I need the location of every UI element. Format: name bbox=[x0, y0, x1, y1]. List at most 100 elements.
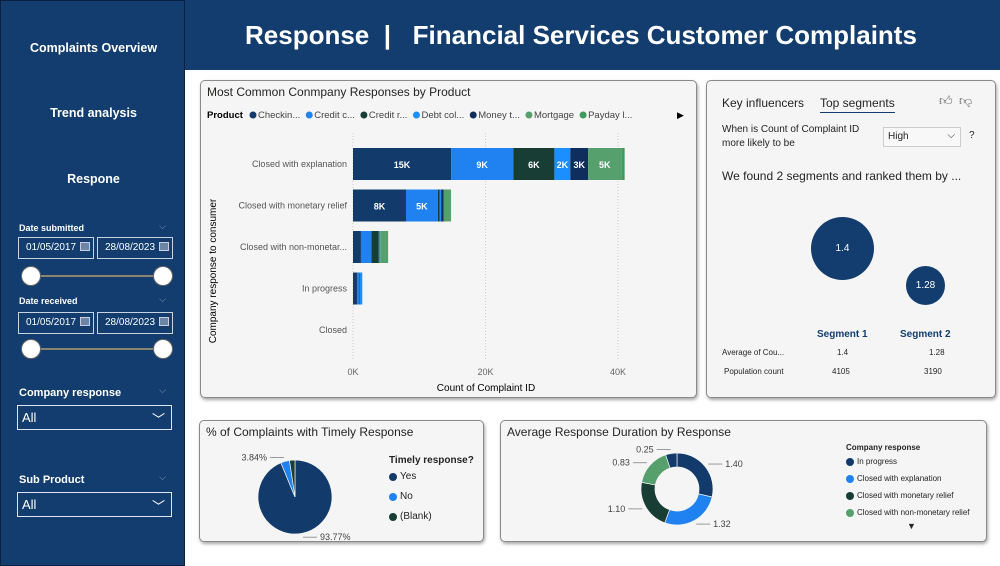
legend-label: (Blank) bbox=[400, 511, 432, 522]
date-submitted-to[interactable]: 28/08/2023 bbox=[97, 237, 173, 259]
pie-slice bbox=[665, 452, 678, 469]
legend-label: Closed with non-monetary relief bbox=[857, 508, 970, 517]
data-label: 5K bbox=[599, 160, 611, 170]
legend-item[interactable]: Yes bbox=[389, 471, 416, 482]
calendar-icon[interactable] bbox=[80, 317, 90, 326]
date-submitted-label: Date submitted bbox=[19, 223, 85, 233]
date-received-slider[interactable] bbox=[21, 339, 173, 359]
date-value: 01/05/2017 bbox=[26, 317, 77, 328]
date-submitted-from[interactable]: 01/05/2017 bbox=[18, 237, 94, 259]
legend-item: Money t... bbox=[478, 110, 520, 121]
bar-segment bbox=[353, 231, 361, 263]
legend-marker bbox=[249, 111, 257, 119]
segment-1-population: 4105 bbox=[832, 367, 850, 376]
nav-trend-analysis[interactable]: Trend analysis bbox=[50, 106, 137, 120]
data-label: 1.32 bbox=[713, 519, 731, 529]
segment-2-bubble[interactable]: 1.28 bbox=[906, 266, 945, 305]
date-received-label: Date received bbox=[19, 296, 78, 306]
legend-marker bbox=[846, 474, 854, 483]
dropdown-value: All bbox=[22, 410, 37, 425]
chevron-down-icon: ⌵ bbox=[947, 130, 955, 141]
bar-segment bbox=[359, 272, 363, 305]
bar-segment bbox=[441, 189, 444, 222]
company-response-dropdown[interactable]: All ﹀ bbox=[17, 405, 172, 430]
nav-complaints-overview[interactable]: Complaints Overview bbox=[29, 41, 158, 55]
tab-key-influencers[interactable]: Key influencers bbox=[722, 96, 805, 110]
calendar-icon[interactable] bbox=[159, 242, 169, 251]
nav-response[interactable]: Respone bbox=[67, 172, 120, 186]
data-label: 15K bbox=[394, 160, 411, 170]
chevron-down-icon: ﹀ bbox=[151, 499, 165, 514]
y-tick-label: Closed with monetary relief bbox=[238, 201, 347, 211]
legend-item[interactable]: (Blank) bbox=[389, 511, 432, 522]
segment-1-average: 1.4 bbox=[837, 348, 849, 357]
legend-more-arrow-icon[interactable]: ▼ bbox=[907, 521, 916, 531]
x-tick-label: 0K bbox=[347, 367, 358, 377]
bar-segment bbox=[443, 189, 451, 222]
segment-1-bubble[interactable]: 1.4 bbox=[811, 217, 874, 280]
segment-1-header[interactable]: Segment 1 bbox=[817, 329, 868, 340]
bar-segment bbox=[437, 189, 440, 222]
bar-segment bbox=[621, 148, 625, 180]
calendar-icon[interactable] bbox=[80, 242, 90, 251]
bar-segment bbox=[439, 189, 442, 222]
date-submitted-slider[interactable] bbox=[21, 266, 173, 286]
data-label: 3K bbox=[573, 160, 585, 170]
pie-chart: 93.77% 3.84% bbox=[242, 452, 351, 541]
legend-item: Debt col... bbox=[421, 110, 464, 121]
y-tick-label: Closed with explanation bbox=[252, 159, 347, 169]
dropdown-value: All bbox=[22, 497, 37, 512]
legend-label: Yes bbox=[400, 471, 417, 482]
bar-segment bbox=[387, 231, 389, 263]
bar-segment bbox=[406, 189, 438, 222]
key-influencers-card: Key influencers Top segments 👍︎ 👎︎ When … bbox=[706, 80, 996, 398]
data-label: 1.10 bbox=[608, 504, 626, 514]
legend-item[interactable]: Closed with monetary relief bbox=[846, 491, 953, 500]
bar-segment bbox=[554, 148, 571, 180]
calendar-icon[interactable] bbox=[159, 317, 169, 326]
select-value: High bbox=[888, 131, 909, 142]
bar-segment bbox=[358, 272, 360, 305]
legend-item[interactable]: Closed with explanation bbox=[846, 474, 942, 483]
bar-segment bbox=[451, 148, 514, 180]
segment-2-header[interactable]: Segment 2 bbox=[900, 329, 951, 340]
legend-marker bbox=[305, 111, 313, 119]
legend-marker bbox=[846, 457, 854, 466]
pie-slice bbox=[257, 459, 333, 535]
x-axis-title: Count of Complaint ID bbox=[437, 383, 535, 394]
legend-item[interactable]: In progress bbox=[846, 457, 897, 466]
slider-handle-end[interactable] bbox=[153, 339, 173, 359]
data-label: 5K bbox=[416, 202, 428, 212]
bar-segment bbox=[360, 231, 372, 263]
thumbs-up-icon[interactable]: 👍︎ bbox=[939, 93, 953, 108]
bar-segment bbox=[353, 189, 406, 222]
slider-handle-start[interactable] bbox=[21, 339, 41, 359]
sub-product-dropdown[interactable]: All ﹀ bbox=[17, 492, 172, 517]
date-received-to[interactable]: 28/08/2023 bbox=[97, 312, 173, 334]
x-tick-label: 40K bbox=[610, 367, 626, 377]
tab-top-segments[interactable]: Top segments bbox=[820, 96, 895, 113]
slider-handle-end[interactable] bbox=[153, 266, 173, 286]
legend-next-arrow-icon: ▶ bbox=[677, 110, 684, 120]
date-received-from[interactable]: 01/05/2017 bbox=[18, 312, 94, 334]
level-select[interactable]: High ⌵ bbox=[883, 127, 961, 147]
question-text: When is Count of Complaint ID more likel… bbox=[722, 124, 860, 149]
help-icon[interactable]: ? bbox=[969, 130, 975, 141]
data-label: 6K bbox=[528, 160, 540, 170]
legend-label: Closed with monetary relief bbox=[857, 491, 954, 500]
sub-product-label: Sub Product bbox=[19, 474, 85, 486]
chevron-down-icon: ﹀ bbox=[151, 412, 165, 427]
chevron-down-icon[interactable]: ⌵ bbox=[159, 472, 166, 482]
y-axis-title: Company response to consumer bbox=[208, 198, 219, 343]
segment-2-average: 1.28 bbox=[929, 348, 945, 357]
thumbs-down-icon[interactable]: 👎︎ bbox=[959, 93, 973, 108]
chevron-down-icon[interactable]: ⌵ bbox=[159, 221, 166, 231]
chevron-down-icon[interactable]: ⌵ bbox=[159, 385, 166, 395]
bar-chart-card: Most Common Conmpany Responses by Produc… bbox=[200, 80, 697, 398]
legend-title: Timely response? bbox=[389, 455, 474, 466]
legend-item[interactable]: Closed with non-monetary relief bbox=[846, 508, 970, 517]
chevron-down-icon[interactable]: ⌵ bbox=[159, 294, 166, 304]
slider-handle-start[interactable] bbox=[21, 266, 41, 286]
donut-chart: 1.40 1.32 1.10 0.83 0.25 bbox=[608, 445, 743, 530]
legend-item[interactable]: No bbox=[389, 491, 413, 502]
